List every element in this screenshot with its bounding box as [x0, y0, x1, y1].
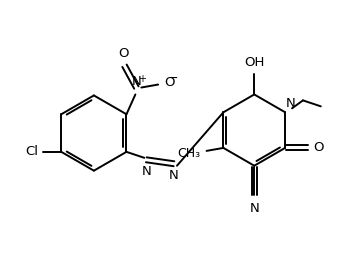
Text: O: O	[164, 76, 175, 89]
Text: −: −	[168, 72, 178, 85]
Text: N: N	[131, 75, 141, 88]
Text: N: N	[286, 97, 296, 110]
Text: OH: OH	[244, 56, 265, 69]
Text: Cl: Cl	[25, 145, 39, 158]
Text: N: N	[169, 169, 179, 182]
Text: CH₃: CH₃	[178, 147, 201, 160]
Text: O: O	[118, 47, 129, 60]
Text: N: N	[249, 202, 259, 215]
Text: N: N	[141, 165, 151, 178]
Text: O: O	[313, 142, 323, 154]
Text: +: +	[138, 74, 146, 84]
